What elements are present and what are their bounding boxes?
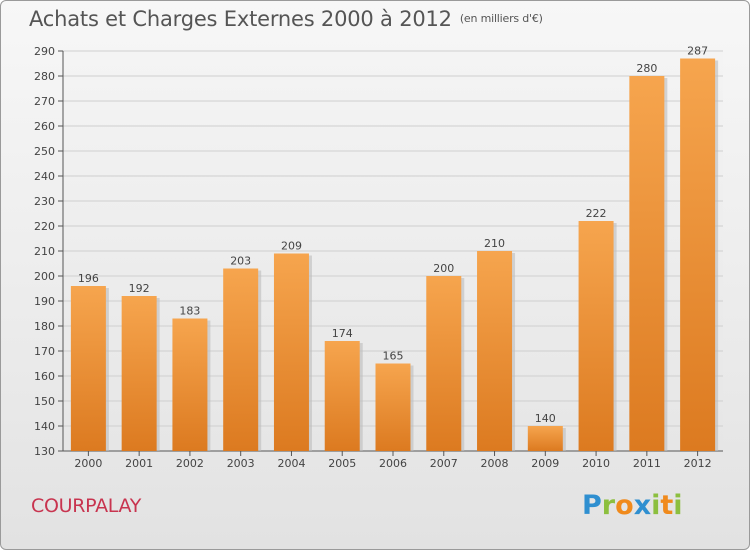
data-label: 192 <box>129 282 150 295</box>
data-label: 200 <box>433 262 454 275</box>
y-tick-label: 260 <box>34 120 55 133</box>
bar <box>223 268 259 451</box>
x-tick-label: 2012 <box>684 457 712 470</box>
logo-letter: x <box>633 490 652 521</box>
x-tick-label: 2008 <box>481 457 509 470</box>
bar <box>477 251 513 451</box>
y-tick-label: 280 <box>34 70 55 83</box>
bar <box>629 76 665 451</box>
y-tick-label: 290 <box>34 45 55 58</box>
data-label: 165 <box>383 350 404 363</box>
data-label: 140 <box>535 412 556 425</box>
proxiti-logo: Proxiti <box>582 490 683 521</box>
y-tick-label: 240 <box>34 170 55 183</box>
y-tick-label: 160 <box>34 370 55 383</box>
data-label: 222 <box>586 207 607 220</box>
chart-subtitle: (en milliers d'€) <box>459 12 543 25</box>
data-label: 287 <box>687 45 708 58</box>
bar <box>121 296 157 451</box>
x-tick-label: 2005 <box>328 457 356 470</box>
data-label: 209 <box>281 240 302 253</box>
data-label: 174 <box>332 327 353 340</box>
chart-title: Achats et Charges Externes 2000 à 2012 (e… <box>29 7 543 31</box>
commune-name: COURPALAY <box>31 495 142 517</box>
logo-letter: i <box>651 490 661 521</box>
title-text: Achats et Charges Externes 2000 à 2012 <box>29 7 452 31</box>
x-tick-label: 2000 <box>74 457 102 470</box>
y-tick-label: 190 <box>34 295 55 308</box>
bar <box>527 426 563 451</box>
y-tick-label: 210 <box>34 245 55 258</box>
logo-letter: i <box>673 490 683 521</box>
y-tick-label: 270 <box>34 95 55 108</box>
y-tick-label: 150 <box>34 395 55 408</box>
x-tick-label: 2002 <box>176 457 204 470</box>
data-label: 196 <box>78 272 99 285</box>
logo-letter: o <box>615 490 634 521</box>
x-tick-label: 2009 <box>531 457 559 470</box>
y-tick-label: 140 <box>34 420 55 433</box>
bar <box>324 341 360 451</box>
x-tick-label: 2004 <box>277 457 305 470</box>
y-tick-label: 130 <box>34 445 55 458</box>
bar <box>426 276 462 451</box>
x-tick-label: 2007 <box>430 457 458 470</box>
x-tick-label: 2010 <box>582 457 610 470</box>
x-tick-label: 2006 <box>379 457 407 470</box>
y-tick-label: 230 <box>34 195 55 208</box>
x-tick-label: 2011 <box>633 457 661 470</box>
bar <box>578 221 614 451</box>
logo-letter: r <box>601 490 616 521</box>
x-tick-label: 2003 <box>227 457 255 470</box>
y-tick-label: 220 <box>34 220 55 233</box>
y-tick-label: 170 <box>34 345 55 358</box>
x-tick-label: 2001 <box>125 457 153 470</box>
logo-letter: P <box>582 490 602 521</box>
bar <box>375 363 411 451</box>
bar <box>70 286 106 451</box>
bar <box>680 58 716 451</box>
data-label: 183 <box>179 305 200 318</box>
data-label: 203 <box>230 255 251 268</box>
y-tick-label: 250 <box>34 145 55 158</box>
y-tick-label: 200 <box>34 270 55 283</box>
bar <box>273 253 309 451</box>
bar <box>172 318 208 451</box>
y-tick-label: 180 <box>34 320 55 333</box>
data-label: 280 <box>636 62 657 75</box>
logo-letter: t <box>660 490 674 521</box>
data-label: 210 <box>484 237 505 250</box>
